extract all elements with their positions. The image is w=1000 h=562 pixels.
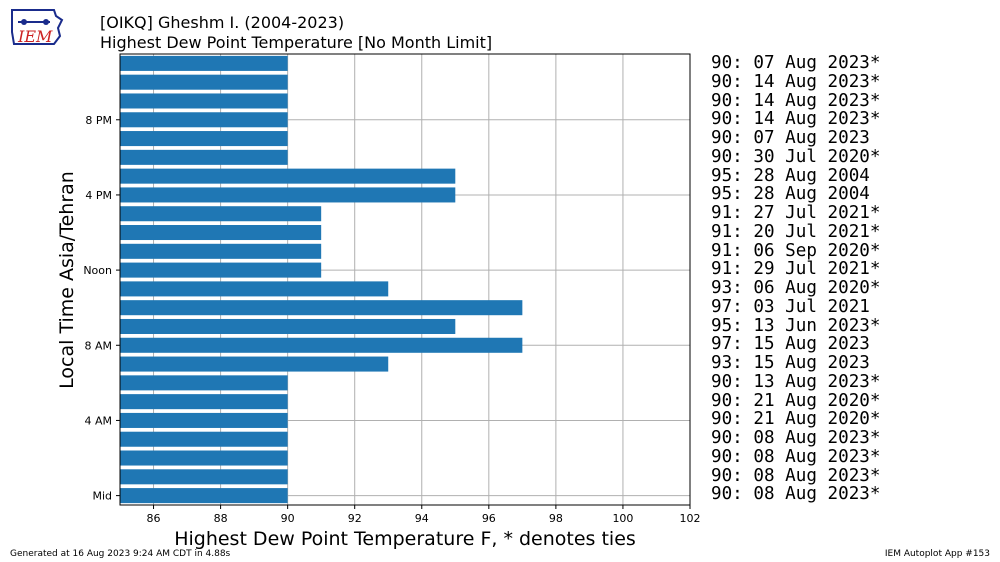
y-tick-label: 4 PM [85, 189, 112, 202]
y-axis-label: Local Time Asia/Tehran [56, 171, 78, 389]
bar-annotation-hour-8: 97: 15 Aug 2023 [711, 334, 870, 355]
iem-logo: IEM [11, 9, 64, 46]
bar-annotation-hour-13: 91: 06 Sep 2020* [711, 240, 881, 261]
bar-hour-2 [120, 450, 288, 466]
bar-annotation-hour-11: 93: 06 Aug 2020* [711, 278, 881, 298]
bar-hour-18 [120, 149, 288, 165]
bar-annotation-hour-17: 95: 28 Aug 2004 [711, 165, 870, 186]
plot-frame [119, 53, 691, 506]
y-tick-label: Mid [92, 490, 112, 503]
footer-generated: Generated at 16 Aug 2023 9:24 AM CDT in … [10, 549, 231, 559]
bar-annotation-hour-6: 90: 13 Aug 2023* [711, 371, 881, 392]
bar-hour-11 [120, 281, 389, 297]
x-tick-label: 90 [281, 512, 295, 525]
bar-hour-20 [120, 112, 288, 128]
bar-hour-1 [120, 469, 288, 485]
x-tick-label: 96 [482, 512, 496, 525]
x-tick-label: 86 [147, 512, 161, 525]
bar-hour-4 [120, 412, 288, 428]
logo-text: IEM [17, 27, 53, 46]
tick-layer: 86 88 90 92 94 96 98 100 102 Mid 4 AM 8 AM Noon 4 PM 8… [83, 114, 700, 525]
bar-hour-13 [120, 243, 322, 259]
bar-hour-12 [120, 262, 322, 278]
chart-title: [OIKQ] Gheshm I. (2004-2023) [100, 13, 345, 32]
x-tick-label: 100 [612, 512, 633, 525]
bar-annotation-hour-21: 90: 14 Aug 2023* [711, 90, 881, 111]
bar-annotation-hour-7: 93: 15 Aug 2023 [711, 353, 870, 373]
bar-hour-21 [120, 93, 288, 109]
bar-annotation-hour-2: 90: 08 Aug 2023* [711, 446, 881, 467]
x-tick-label: 94 [415, 512, 429, 525]
bar-hour-16 [120, 187, 456, 203]
x-tick-label: 88 [214, 512, 228, 525]
bar-hour-10 [120, 300, 523, 316]
bar-annotation-hour-4: 90: 21 Aug 2020* [711, 409, 881, 430]
bar-hour-22 [120, 74, 288, 90]
bar-annotation-hour-12: 91: 29 Jul 2021* [711, 259, 881, 280]
bar-hour-17 [120, 168, 456, 184]
bar-hour-5 [120, 394, 288, 410]
bar-annotation-hour-19: 90: 07 Aug 2023 [711, 128, 870, 148]
bar-annotation-hour-14: 91: 20 Jul 2021* [711, 221, 881, 242]
bar-annotation-hour-1: 90: 08 Aug 2023* [711, 465, 881, 486]
x-tick-label: 102 [680, 512, 701, 525]
y-tick-label: 4 AM [84, 414, 112, 427]
bar-annotation-hour-10: 97: 03 Jul 2021 [711, 296, 870, 317]
bar-annotation-hour-16: 95: 28 Aug 2004 [711, 184, 870, 205]
y-tick-label: 8 PM [85, 114, 112, 127]
bar-hour-9 [120, 318, 456, 334]
y-tick-label: 8 AM [84, 339, 112, 352]
bar-hour-15 [120, 206, 322, 222]
bar-annotation-hour-3: 90: 08 Aug 2023* [711, 428, 881, 448]
footer-app: IEM Autoplot App #153 [884, 549, 990, 559]
bar-hour-8 [120, 337, 523, 353]
x-axis-label: Highest Dew Point Temperature F, * denot… [174, 528, 636, 550]
bar-annotation-hour-0: 90: 08 Aug 2023* [711, 484, 881, 505]
x-tick-label: 98 [549, 512, 563, 525]
y-tick-label: Noon [83, 264, 112, 277]
bar-hour-6 [120, 375, 288, 391]
x-tick-label: 92 [348, 512, 362, 525]
bar-annotation-hour-15: 91: 27 Jul 2021* [711, 203, 881, 223]
bar-hour-0 [120, 488, 288, 504]
bar-annotation-hour-9: 95: 13 Jun 2023* [711, 315, 881, 336]
bar-hour-14 [120, 225, 322, 241]
bar-annotation-hour-5: 90: 21 Aug 2020* [711, 390, 881, 411]
bar-hour-7 [120, 356, 389, 372]
bar-hour-19 [120, 131, 288, 147]
bar-hour-23 [120, 55, 288, 71]
bar-annotation-hour-23: 90: 07 Aug 2023* [711, 53, 881, 73]
bar-annotation-hour-18: 90: 30 Jul 2020* [711, 146, 881, 167]
bar-annotations: 90: 07 Aug 2023* 90: 14 Aug 2023* 90: 14 A… [711, 54, 880, 504]
chart-subtitle: Highest Dew Point Temperature [No Month … [100, 33, 493, 52]
bar-layer [120, 55, 523, 504]
bar-annotation-hour-20: 90: 14 Aug 2023* [711, 109, 881, 130]
bar-hour-3 [120, 431, 288, 447]
bar-annotation-hour-22: 90: 14 Aug 2023* [711, 71, 881, 92]
